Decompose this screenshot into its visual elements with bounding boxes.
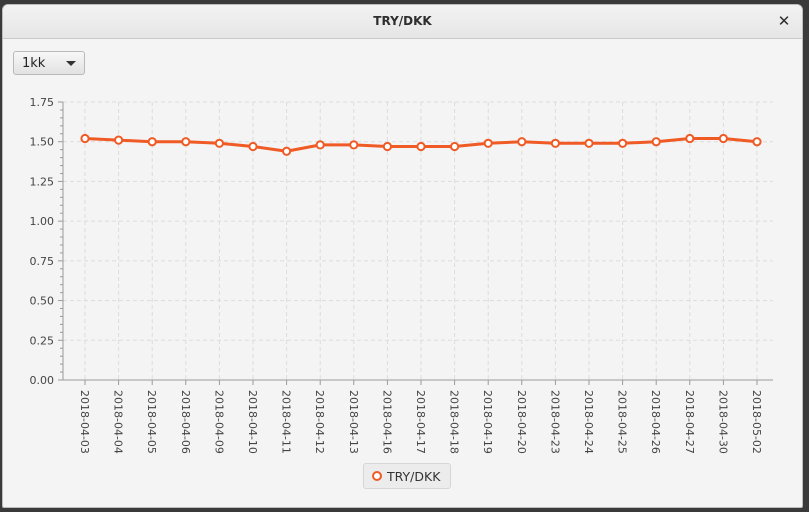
- y-tick-label: 0.25: [30, 334, 55, 347]
- y-tick-label: 1.25: [30, 175, 55, 188]
- y-tick-label: 0.50: [30, 295, 55, 308]
- data-point[interactable]: [114, 135, 124, 145]
- x-tick-label: 2018-05-02: [750, 390, 763, 454]
- x-tick-label: 2018-04-13: [347, 390, 360, 454]
- data-point[interactable]: [248, 141, 258, 152]
- data-point[interactable]: [282, 146, 292, 156]
- data-point[interactable]: [147, 137, 157, 147]
- chart-axes: 0.00 0.25 0.50 0.75 1.00 1.25 1.50 1.75 2018-04-…: [30, 96, 773, 454]
- x-tick-label: 2018-04-05: [145, 390, 158, 454]
- title-bar[interactable]: TRY/DKK ✕: [3, 5, 802, 39]
- period-dropdown-value: 1kk: [22, 56, 46, 71]
- x-tick-label: 2018-04-11: [280, 390, 293, 454]
- chevron-down-icon: [66, 61, 76, 66]
- x-tick-label: 2018-04-03: [78, 390, 91, 454]
- x-tick-label: 2018-04-18: [448, 390, 461, 454]
- data-point[interactable]: [651, 137, 661, 147]
- x-tick-label: 2018-04-04: [112, 390, 125, 454]
- x-tick-label: 2018-04-27: [683, 390, 696, 454]
- data-point[interactable]: [752, 137, 762, 147]
- chart-series: [80, 133, 762, 156]
- data-point[interactable]: [584, 138, 594, 148]
- y-tick-label: 0.00: [30, 374, 55, 387]
- data-point[interactable]: [550, 138, 561, 148]
- x-tick-label: 2018-04-24: [582, 390, 595, 454]
- data-point[interactable]: [450, 141, 460, 152]
- data-point[interactable]: [80, 133, 90, 144]
- y-tick-label: 1.50: [30, 136, 55, 149]
- x-tick-label: 2018-04-25: [616, 390, 629, 454]
- data-point[interactable]: [718, 133, 729, 144]
- x-tick-label: 2018-04-10: [246, 390, 259, 454]
- x-tick-label: 2018-04-30: [716, 390, 729, 454]
- x-tick-label: 2018-04-09: [212, 390, 225, 454]
- data-point[interactable]: [483, 138, 493, 148]
- data-point[interactable]: [517, 137, 527, 147]
- legend-label: TRY/DKK: [387, 468, 441, 484]
- x-tick-label: 2018-04-19: [481, 390, 494, 454]
- period-dropdown[interactable]: 1kk: [13, 51, 85, 75]
- x-tick-label: 2018-04-12: [313, 390, 326, 454]
- data-point[interactable]: [315, 140, 325, 150]
- y-tick-label: 1.75: [30, 96, 55, 109]
- data-point[interactable]: [181, 137, 191, 147]
- x-tick-label: 2018-04-17: [414, 390, 427, 454]
- data-point[interactable]: [618, 138, 628, 148]
- y-tick-label: 1.00: [30, 215, 55, 228]
- line-chart: 0.00 0.25 0.50 0.75 1.00 1.25 1.50 1.75 2018-04-…: [30, 96, 773, 454]
- window-title: TRY/DKK: [373, 14, 432, 28]
- legend-symbol-icon: [372, 471, 382, 481]
- data-point[interactable]: [685, 133, 695, 144]
- x-tick-label: 2018-04-20: [515, 390, 528, 454]
- data-point[interactable]: [349, 140, 359, 150]
- app-window: TRY/DKK ✕ 1kk 0.00 0.25 0.50 0.75 1.00 1.25 1.…: [2, 4, 803, 508]
- x-tick-label: 2018-04-23: [548, 390, 561, 454]
- close-icon[interactable]: ✕: [777, 12, 791, 30]
- x-tick-label: 2018-04-06: [179, 390, 192, 454]
- x-tick-label: 2018-04-16: [380, 390, 393, 454]
- x-tick-label: 2018-04-26: [649, 390, 662, 454]
- data-point[interactable]: [214, 138, 224, 148]
- chart-legend: TRY/DKK: [363, 463, 452, 489]
- data-point[interactable]: [382, 141, 392, 152]
- y-tick-label: 0.75: [30, 255, 55, 268]
- data-point[interactable]: [416, 141, 426, 152]
